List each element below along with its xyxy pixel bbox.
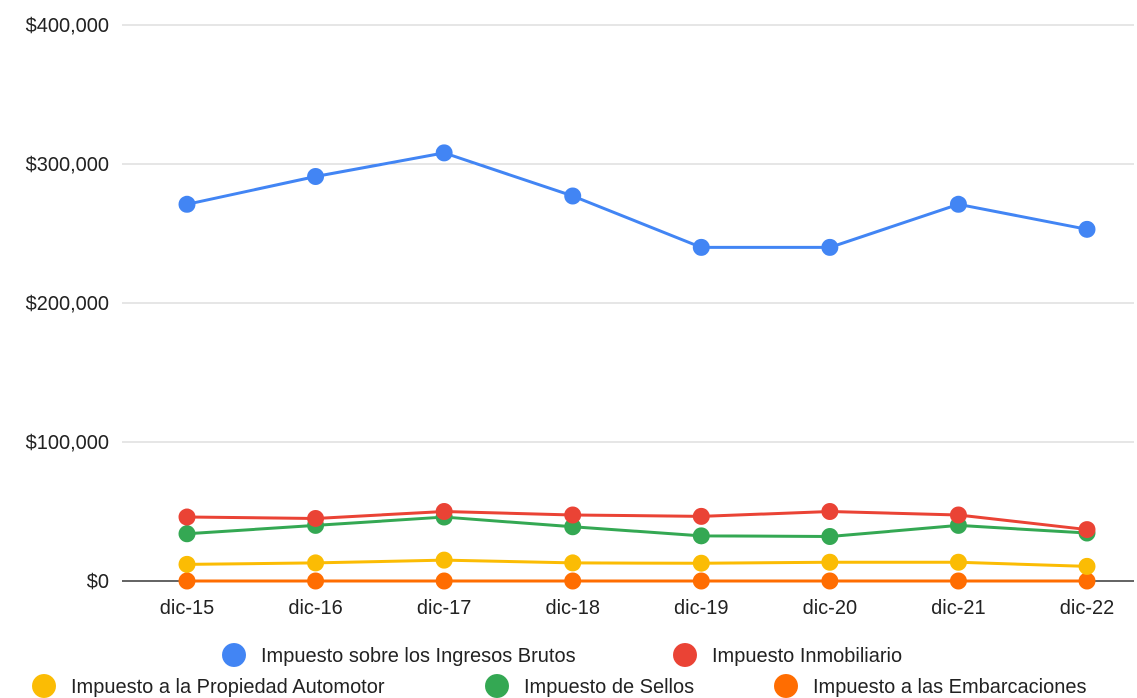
data-point [178, 525, 196, 543]
legend-swatch [222, 643, 246, 667]
legend-label: Impuesto de Sellos [524, 676, 694, 698]
data-point [178, 555, 196, 573]
data-point [435, 572, 453, 590]
data-point [692, 238, 710, 256]
x-tick-label: dic-16 [288, 597, 342, 619]
x-axis-labels: dic-15 dic-16 dic-17 dic-18 dic-19 dic-20 dic-… [160, 597, 1114, 619]
y-tick-label: $0 [87, 571, 109, 593]
data-point [178, 195, 196, 213]
x-tick-label: dic-22 [1060, 597, 1114, 619]
y-tick-label: $200,000 [26, 293, 109, 315]
legend-swatch [485, 674, 509, 698]
data-point [564, 187, 582, 205]
y-tick-label: $100,000 [26, 432, 109, 454]
legend-swatch [673, 643, 697, 667]
data-point [821, 238, 839, 256]
data-point [692, 507, 710, 525]
legend-swatch [774, 674, 798, 698]
legend-item: Impuesto a las Embarcaciones [774, 674, 1086, 698]
data-point [821, 503, 839, 520]
data-point [1078, 220, 1096, 238]
x-tick-label: dic-20 [803, 597, 857, 619]
data-point [564, 506, 582, 524]
data-point [821, 553, 839, 571]
legend-item: Impuesto a la Propiedad Automotor [32, 674, 385, 698]
data-point [307, 509, 325, 527]
legend-label: Impuesto sobre los Ingresos Brutos [261, 645, 576, 667]
data-point [949, 572, 967, 590]
legend-label: Impuesto a la Propiedad Automotor [71, 676, 385, 698]
data-point [1078, 557, 1096, 575]
x-tick-label: dic-18 [545, 597, 599, 619]
series-line [186, 558, 1088, 568]
series-impuesto-a-la-propiedad-automotor [178, 551, 1096, 575]
y-tick-label: $300,000 [26, 154, 109, 176]
data-point [307, 554, 325, 572]
series-line [186, 510, 1088, 532]
legend-swatch [32, 674, 56, 698]
data-point [307, 572, 325, 590]
data-point [949, 506, 967, 524]
data-point [1078, 521, 1096, 539]
series-line [186, 515, 1088, 539]
legend-label: Impuesto Inmobiliario [712, 645, 902, 667]
x-tick-label: dic-21 [931, 597, 985, 619]
series-impuesto-a-las-embarcaciones [178, 572, 1096, 590]
gridlines [122, 24, 1134, 582]
y-tick-label: $400,000 [26, 15, 109, 37]
data-point [692, 554, 710, 572]
data-point [435, 503, 453, 520]
data-point [692, 572, 710, 590]
legend-item: Impuesto Inmobiliario [673, 643, 902, 667]
data-point [307, 168, 325, 186]
legend-item: Impuesto sobre los Ingresos Brutos [222, 643, 576, 667]
data-point [821, 528, 839, 546]
x-tick-label: dic-15 [160, 597, 214, 619]
x-tick-label: dic-17 [417, 597, 471, 619]
y-axis-labels: $0 $100,000 $200,000 $300,000 $400,000 [26, 15, 109, 593]
data-point [435, 551, 453, 569]
data-point [1078, 572, 1096, 590]
data-point [564, 572, 582, 590]
series-impuesto-inmobiliario [178, 503, 1096, 539]
data-point [178, 572, 196, 590]
data-point [949, 195, 967, 213]
series-line [186, 151, 1088, 249]
series-impuesto-sobre-los-ingresos-brutos [178, 144, 1096, 256]
data-point [178, 508, 196, 526]
legend-item: Impuesto de Sellos [485, 674, 694, 698]
data-point [692, 527, 710, 545]
data-point [821, 572, 839, 590]
data-point [949, 553, 967, 571]
data-point [564, 518, 582, 536]
data-point [435, 144, 453, 162]
data-point [564, 554, 582, 572]
x-tick-label: dic-19 [674, 597, 728, 619]
legend-label: Impuesto a las Embarcaciones [813, 676, 1086, 698]
plot-area [178, 144, 1096, 590]
legend: Impuesto sobre los Ingresos Brutos Impues… [32, 643, 1086, 698]
